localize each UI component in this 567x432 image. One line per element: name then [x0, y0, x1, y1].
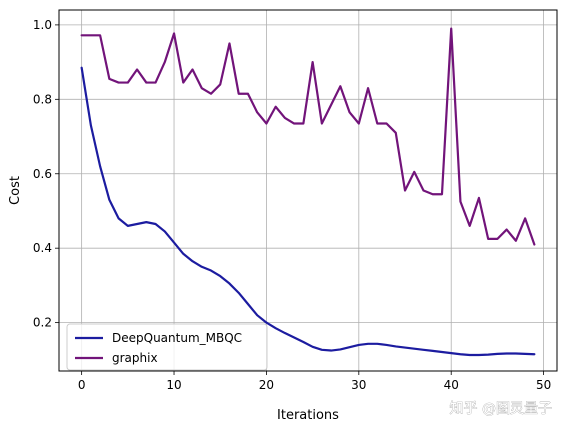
series-line-deepquantum-mbqc — [80, 66, 536, 357]
y-tick-label: 0.4 — [33, 241, 52, 255]
legend-label: DeepQuantum_MBQC — [112, 331, 242, 345]
series-lines — [80, 27, 536, 357]
x-tick-label: 20 — [259, 378, 274, 392]
grid — [59, 10, 557, 371]
y-tick-label: 0.8 — [33, 92, 52, 106]
plot-frame — [58, 9, 558, 372]
y-axis-title: Cost — [8, 176, 23, 205]
watermark-text: 知乎 @图灵量子 — [450, 400, 552, 417]
x-tick-label: 40 — [444, 378, 459, 392]
legend-label: graphix — [112, 351, 158, 365]
series-line-graphix — [80, 27, 536, 246]
y-tick-label: 1.0 — [33, 18, 52, 32]
x-tick-label: 50 — [536, 378, 551, 392]
x-tick-label: 0 — [78, 378, 86, 392]
legend-box — [66, 323, 268, 371]
axis-ticks: 0 10 20 30 40 50 0.2 0.4 0.6 0.8 1.0 — [33, 18, 551, 392]
x-axis-title: Iterations — [277, 408, 339, 423]
y-tick-label: 0.6 — [33, 167, 52, 181]
x-tick-label: 10 — [166, 378, 181, 392]
y-tick-label: 0.2 — [33, 316, 52, 330]
x-tick-label: 30 — [351, 378, 366, 392]
